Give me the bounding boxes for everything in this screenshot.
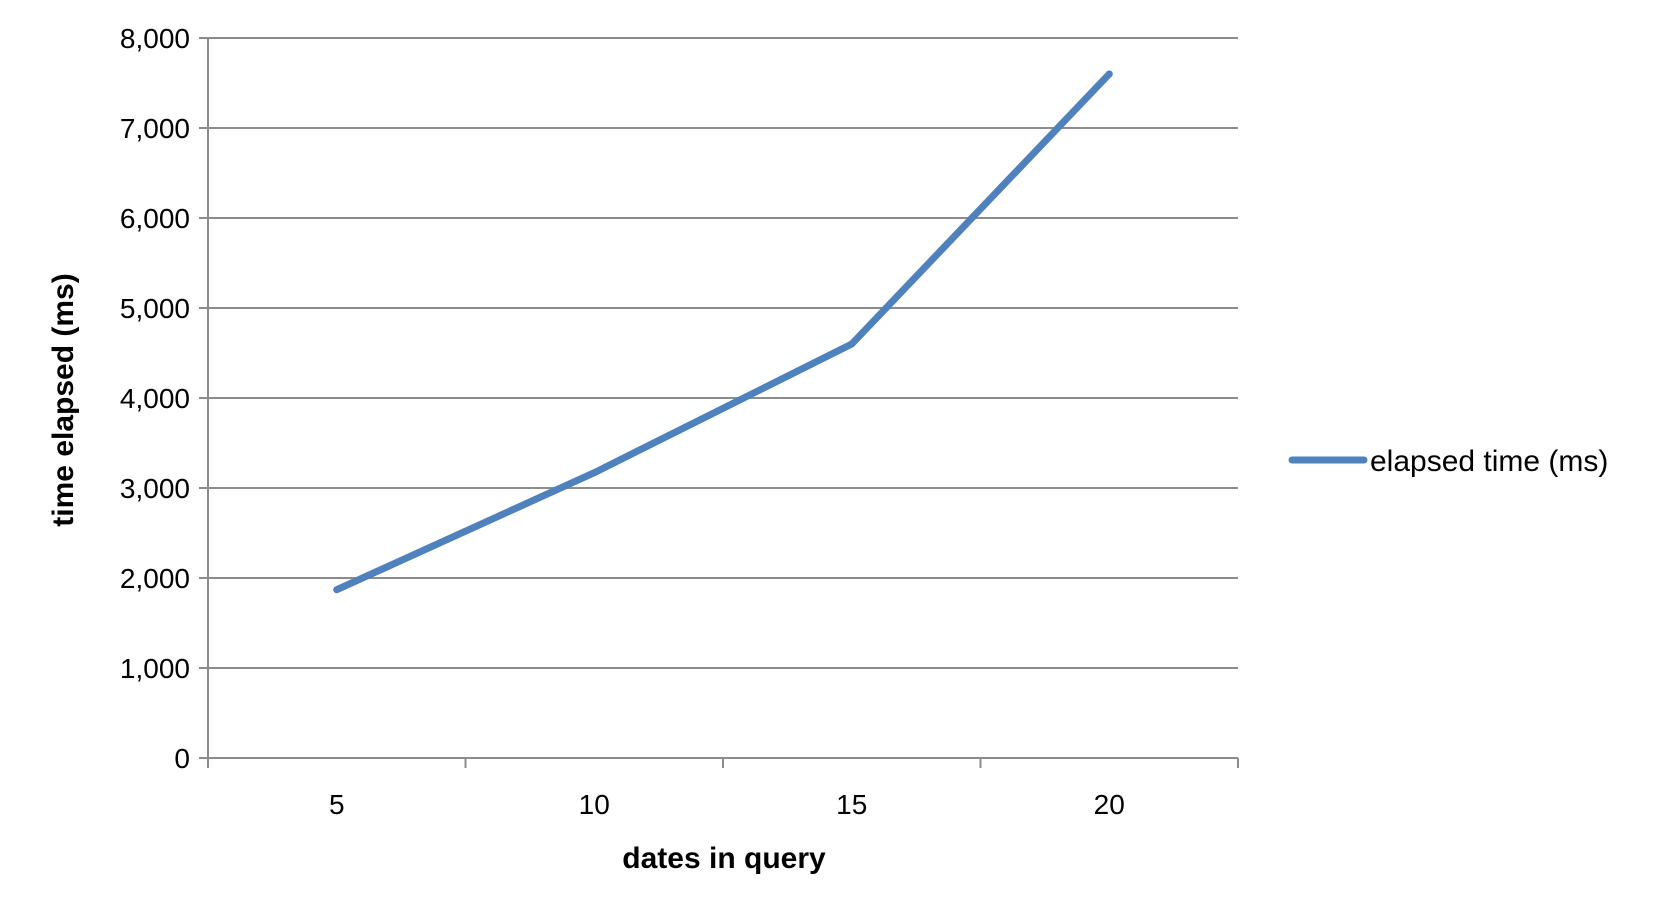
x-tick-label: 20: [1094, 789, 1125, 820]
x-tick-label: 10: [579, 789, 610, 820]
y-tick-label: 5,000: [120, 293, 190, 324]
y-tick-label: 1,000: [120, 653, 190, 684]
x-tick-label: 5: [329, 789, 345, 820]
y-tick-label: 3,000: [120, 473, 190, 504]
data-point: [1105, 70, 1113, 78]
x-tick-label: 15: [836, 789, 867, 820]
axes: [199, 37, 1239, 768]
series: [333, 70, 1113, 594]
x-axis-title: dates in query: [622, 842, 826, 875]
legend-label: elapsed time (ms): [1370, 445, 1608, 478]
y-tick-labels: 0 1,000 2,000 3,000 4,000 5,000 6,000 7,000 8,00…: [120, 23, 190, 774]
y-tick-label: 0: [174, 743, 190, 774]
y-tick-label: 8,000: [120, 23, 190, 54]
y-tick-label: 7,000: [120, 113, 190, 144]
series-line: [333, 70, 1113, 594]
x-tick-labels: 5 10 15 20: [329, 789, 1125, 820]
y-tick-label: 4,000: [120, 383, 190, 414]
y-axis-title: time elapsed (ms): [47, 273, 80, 526]
gridlines: [208, 37, 1238, 669]
data-point: [333, 586, 341, 594]
data-point: [848, 340, 856, 348]
legend: elapsed time (ms): [1288, 445, 1608, 478]
y-tick-label: 6,000: [120, 203, 190, 234]
data-point: [590, 469, 598, 477]
y-tick-label: 2,000: [120, 563, 190, 594]
